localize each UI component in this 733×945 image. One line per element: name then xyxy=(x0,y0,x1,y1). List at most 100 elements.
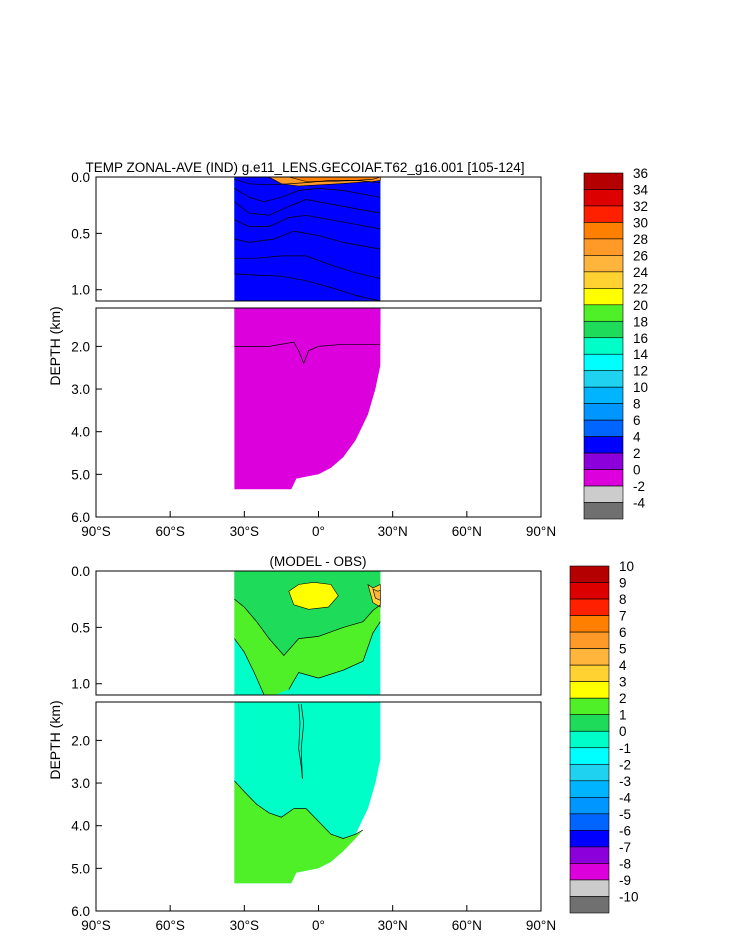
colorbar-swatch xyxy=(583,320,624,339)
colorbar-label: 14 xyxy=(633,347,649,362)
y-tick-label: 1.0 xyxy=(71,283,90,298)
colorbar-swatch xyxy=(583,469,624,487)
colorbar-swatch xyxy=(569,846,610,864)
x-tick-label: 60°N xyxy=(452,524,482,539)
y-tick-label: 0.0 xyxy=(71,564,90,579)
colorbar-label: 2 xyxy=(619,691,627,706)
contour-line-5-up xyxy=(234,255,381,279)
blob-2-up xyxy=(372,588,381,601)
y-tick-label: 6.0 xyxy=(71,904,90,919)
y-tick-label: 3.0 xyxy=(71,776,90,791)
colorbar-label: 28 xyxy=(633,232,648,247)
colorbar-swatch xyxy=(569,714,610,732)
colorbar-swatch xyxy=(569,830,610,848)
colorbar-label: 8 xyxy=(633,397,641,412)
colorbar-swatch xyxy=(569,780,610,798)
colorbar-swatch xyxy=(569,697,610,716)
x-tick-label: 0° xyxy=(312,524,325,539)
colorbar-label: 8 xyxy=(619,592,627,607)
colorbar-swatch xyxy=(569,598,610,616)
y-tick-label: 0.5 xyxy=(71,620,90,635)
colorbar-label: -2 xyxy=(633,479,645,494)
y-tick-label: 4.0 xyxy=(71,819,90,834)
colorbar-swatch xyxy=(583,370,624,388)
y-tick-label: 0.0 xyxy=(71,170,90,185)
colorbar-label: 12 xyxy=(633,364,648,379)
colorbar-label: -2 xyxy=(619,757,631,772)
colorbar-label: 22 xyxy=(633,281,648,296)
band-2-up xyxy=(234,571,381,656)
colorbar-label: 26 xyxy=(633,248,648,263)
contour-line-4-lo xyxy=(298,704,305,779)
colorbar-swatch xyxy=(583,288,624,306)
y-tick-label: 2.0 xyxy=(71,733,90,748)
y-tick-label: 4.0 xyxy=(71,425,90,440)
contour-line-3-up xyxy=(234,214,381,230)
contour-line-2-up xyxy=(234,199,381,216)
x-tick-label: 30°N xyxy=(378,918,408,933)
colorbar-label: -7 xyxy=(619,840,631,855)
chart-1-title: TEMP ZONAL-AVE (IND) g.e11_LENS.GECOIAF.… xyxy=(86,160,525,175)
colorbar-label: 10 xyxy=(633,380,648,395)
colorbar-swatch xyxy=(569,565,610,583)
colorbar-swatch xyxy=(569,747,610,765)
colorbar-label: 1 xyxy=(619,708,627,723)
x-tick-label: 60°S xyxy=(155,918,184,933)
x-tick-label: 90°S xyxy=(81,918,110,933)
colorbar-label: -6 xyxy=(619,823,631,838)
y-tick-label: 5.0 xyxy=(71,467,90,482)
colorbar-label: 0 xyxy=(633,463,641,478)
x-tick-label: 30°S xyxy=(230,524,259,539)
colorbar-label: 4 xyxy=(633,430,641,445)
colorbar-label: -1 xyxy=(619,741,631,756)
colorbar-swatch xyxy=(569,615,610,633)
colorbar-label: 16 xyxy=(633,331,648,346)
y-tick-label: 6.0 xyxy=(71,510,90,525)
x-tick-label: 90°N xyxy=(526,524,556,539)
colorbar-swatch xyxy=(583,403,624,421)
x-tick-label: 0° xyxy=(312,918,325,933)
colorbar-swatch xyxy=(569,863,610,881)
colorbar-label: 9 xyxy=(619,576,627,591)
chart-1-plot: 0.0 0.5 1.0 2.0 3.0 4.0 5.0 6.090°S 60°S 30°S 0° 30… xyxy=(71,170,556,539)
colorbar-swatch xyxy=(583,452,624,470)
colorbar-swatch xyxy=(583,502,624,520)
colorbar-swatch xyxy=(569,582,610,600)
chart-1-ylabel: DEPTH (km) xyxy=(47,306,63,385)
contour-line-1-up xyxy=(234,187,381,203)
colorbar-swatch xyxy=(583,222,624,240)
colorbar-label: 30 xyxy=(633,215,648,230)
contour-line-3-lo xyxy=(234,780,364,839)
colorbar-swatch xyxy=(583,485,624,503)
y-tick-label: 3.0 xyxy=(71,382,90,397)
colorbar-swatch xyxy=(583,337,624,355)
colorbar-swatch xyxy=(583,205,624,223)
contour-line-0-up xyxy=(234,638,265,695)
colorbar-swatch xyxy=(569,631,610,649)
colorbar-label: 3 xyxy=(619,675,627,690)
colorbar-swatch xyxy=(569,797,610,815)
y-tick-label: 0.5 xyxy=(71,226,90,241)
colorbar-swatch xyxy=(569,730,610,749)
colorbar-swatch xyxy=(569,879,610,897)
blob-0-up xyxy=(288,581,339,610)
colorbar-swatch xyxy=(569,813,610,831)
colorbar-label: 4 xyxy=(619,658,627,673)
x-tick-label: 60°N xyxy=(452,918,482,933)
colorbar-label: 6 xyxy=(619,625,627,640)
x-tick-label: 90°N xyxy=(526,918,556,933)
band-11-lo xyxy=(234,308,381,490)
y-tick-label: 1.0 xyxy=(71,677,90,692)
colorbar-swatch xyxy=(583,238,624,256)
colorbar-label: -8 xyxy=(619,856,631,871)
y-tick-label: 2.0 xyxy=(71,339,90,354)
colorbar-label: 10 xyxy=(619,559,634,574)
chart-2-ylabel: DEPTH (km) xyxy=(47,700,63,779)
colorbar-label: 2 xyxy=(633,446,641,461)
colorbar-swatch xyxy=(583,255,624,273)
colorbar-label: 34 xyxy=(633,182,649,197)
colorbar-label: -4 xyxy=(619,790,631,805)
contour-line-0-up xyxy=(234,178,381,186)
contour-line-6-up xyxy=(234,273,381,301)
